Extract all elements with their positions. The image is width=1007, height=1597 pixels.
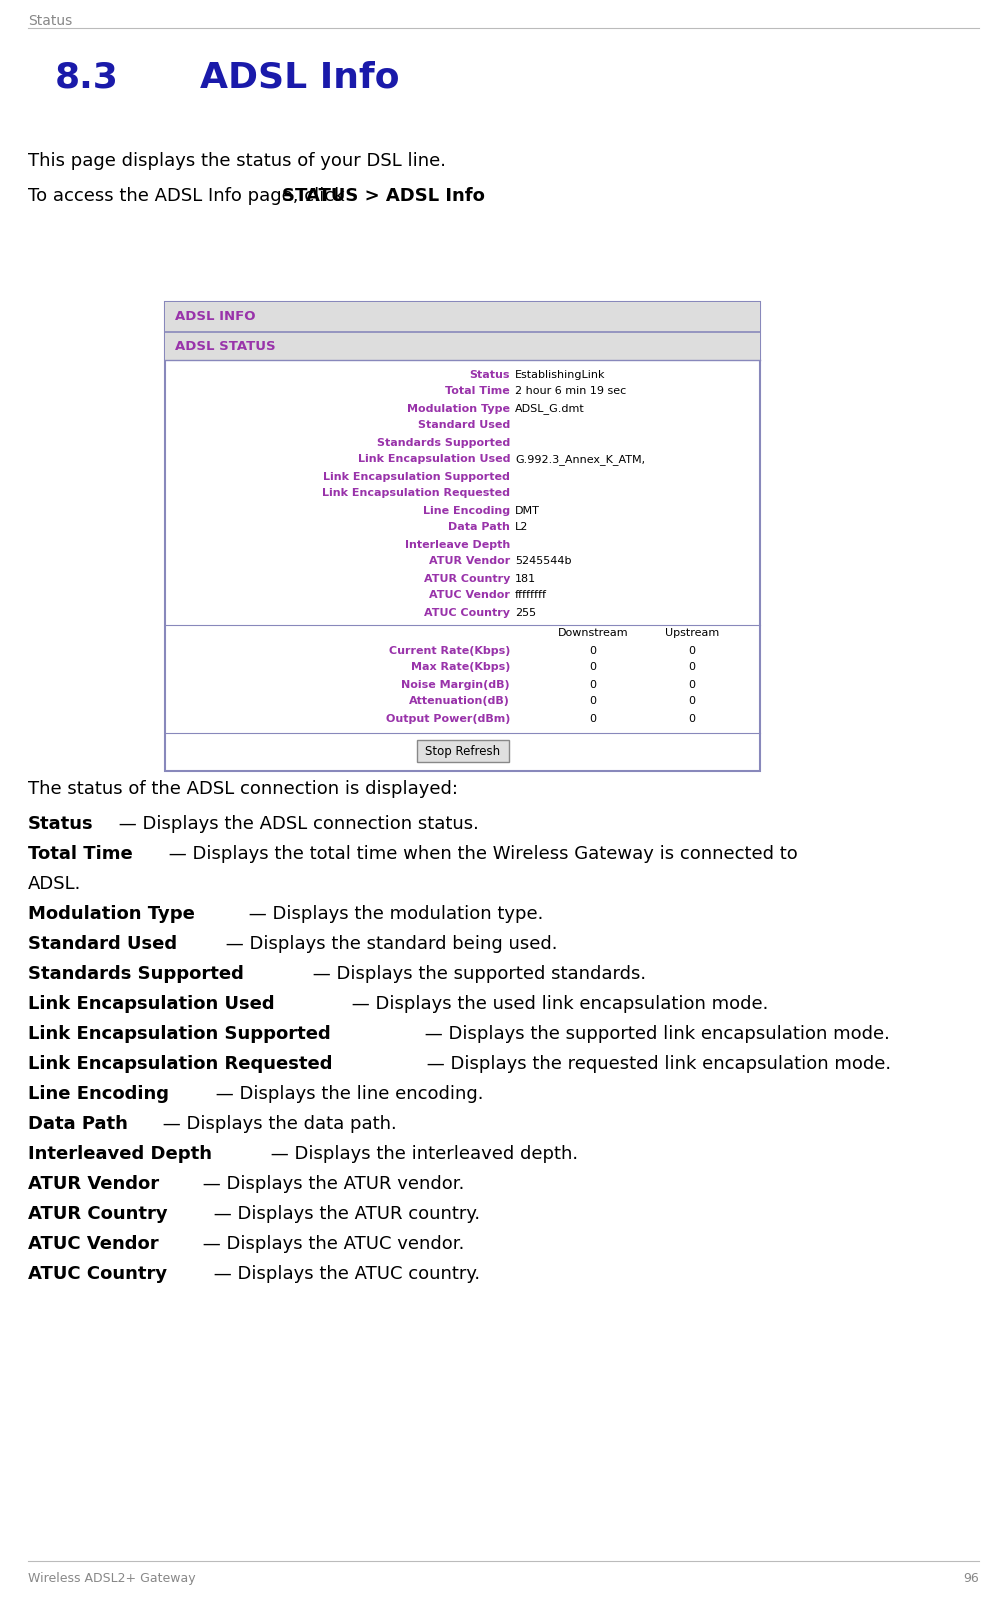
Text: To access the ADSL Info page, click: To access the ADSL Info page, click xyxy=(28,187,350,204)
Bar xyxy=(165,302,760,771)
Text: The status of the ADSL connection is displayed:: The status of the ADSL connection is dis… xyxy=(28,779,458,798)
Text: L2: L2 xyxy=(515,522,529,532)
Text: Noise Margin(dB): Noise Margin(dB) xyxy=(402,679,510,690)
Text: 5245544b: 5245544b xyxy=(515,556,572,567)
Text: DMT: DMT xyxy=(515,506,540,516)
Text: — Displays the total time when the Wireless Gateway is connected to: — Displays the total time when the Wirel… xyxy=(163,845,798,862)
Text: 0: 0 xyxy=(589,679,596,690)
Text: Standards Supported: Standards Supported xyxy=(28,965,244,984)
Text: 0: 0 xyxy=(689,696,696,706)
Text: 0: 0 xyxy=(589,696,596,706)
Text: — Displays the used link encapsulation mode.: — Displays the used link encapsulation m… xyxy=(346,995,768,1012)
Text: ATUR Vendor: ATUR Vendor xyxy=(429,556,510,567)
Text: Data Path: Data Path xyxy=(28,1115,128,1132)
Text: 0: 0 xyxy=(689,663,696,672)
Text: Link Encapsulation Used: Link Encapsulation Used xyxy=(28,995,275,1012)
Bar xyxy=(165,302,760,332)
Text: ATUC Country: ATUC Country xyxy=(28,1265,167,1282)
Text: — Displays the ADSL connection status.: — Displays the ADSL connection status. xyxy=(113,814,478,834)
Text: — Displays the interleaved depth.: — Displays the interleaved depth. xyxy=(266,1145,579,1163)
Text: ATUC Vendor: ATUC Vendor xyxy=(28,1234,159,1254)
Text: Stop Refresh: Stop Refresh xyxy=(425,744,500,757)
Text: — Displays the line encoding.: — Displays the line encoding. xyxy=(209,1084,483,1104)
Text: Line Encoding: Line Encoding xyxy=(28,1084,169,1104)
Text: Standards Supported: Standards Supported xyxy=(377,438,510,447)
Text: Link Encapsulation Requested: Link Encapsulation Requested xyxy=(322,489,510,498)
Text: Total Time: Total Time xyxy=(445,386,510,396)
Text: Total Time: Total Time xyxy=(28,845,133,862)
Text: Standard Used: Standard Used xyxy=(418,420,510,431)
Text: ADSL STATUS: ADSL STATUS xyxy=(175,340,276,353)
Text: STATUS > ADSL Info: STATUS > ADSL Info xyxy=(282,187,484,204)
Text: ATUR Country: ATUR Country xyxy=(28,1206,167,1223)
Text: G.992.3_Annex_K_ATM,: G.992.3_Annex_K_ATM, xyxy=(515,454,645,465)
Text: EstablishingLink: EstablishingLink xyxy=(515,369,605,380)
Text: 255: 255 xyxy=(515,607,536,618)
Text: — Displays the requested link encapsulation mode.: — Displays the requested link encapsulat… xyxy=(421,1056,891,1073)
Bar xyxy=(165,332,760,359)
Text: ADSL.: ADSL. xyxy=(28,875,82,893)
Text: Line Encoding: Line Encoding xyxy=(423,506,510,516)
Text: 2 hour 6 min 19 sec: 2 hour 6 min 19 sec xyxy=(515,386,626,396)
Text: This page displays the status of your DSL line.: This page displays the status of your DS… xyxy=(28,152,446,169)
Text: ADSL_G.dmt: ADSL_G.dmt xyxy=(515,402,585,414)
Text: ATUR Country: ATUR Country xyxy=(424,573,510,583)
Text: ATUC Vendor: ATUC Vendor xyxy=(429,591,510,600)
Text: 0: 0 xyxy=(589,714,596,723)
Text: Current Rate(Kbps): Current Rate(Kbps) xyxy=(389,645,510,655)
Text: — Displays the ATUC vendor.: — Displays the ATUC vendor. xyxy=(196,1234,464,1254)
Text: 0: 0 xyxy=(689,679,696,690)
Text: Status: Status xyxy=(28,814,94,834)
Text: — Displays the data path.: — Displays the data path. xyxy=(157,1115,397,1132)
Text: 0: 0 xyxy=(689,714,696,723)
Text: 96: 96 xyxy=(964,1571,979,1584)
Text: 0: 0 xyxy=(689,645,696,655)
Text: Link Encapsulation Used: Link Encapsulation Used xyxy=(357,455,510,465)
Text: — Displays the standard being used.: — Displays the standard being used. xyxy=(221,934,558,953)
Text: — Displays the modulation type.: — Displays the modulation type. xyxy=(244,905,544,923)
Text: Upstream: Upstream xyxy=(665,629,719,639)
FancyBboxPatch shape xyxy=(417,739,509,762)
Text: Modulation Type: Modulation Type xyxy=(407,404,510,414)
Text: Attenuation(dB): Attenuation(dB) xyxy=(409,696,510,706)
Text: Link Encapsulation Supported: Link Encapsulation Supported xyxy=(323,471,510,482)
Text: ADSL INFO: ADSL INFO xyxy=(175,310,256,324)
Text: — Displays the ATUR vendor.: — Displays the ATUR vendor. xyxy=(197,1175,464,1193)
Text: Standard Used: Standard Used xyxy=(28,934,177,953)
Text: Data Path: Data Path xyxy=(448,522,510,532)
Text: 181: 181 xyxy=(515,573,536,583)
Text: Link Encapsulation Supported: Link Encapsulation Supported xyxy=(28,1025,330,1043)
Text: ADSL Info: ADSL Info xyxy=(200,61,400,94)
Text: — Displays the supported link encapsulation mode.: — Displays the supported link encapsulat… xyxy=(419,1025,889,1043)
Text: ATUR Vendor: ATUR Vendor xyxy=(28,1175,159,1193)
Text: — Displays the ATUR country.: — Displays the ATUR country. xyxy=(208,1206,480,1223)
Text: Interleave Depth: Interleave Depth xyxy=(405,540,510,549)
Text: ffffffff: ffffffff xyxy=(515,591,547,600)
Text: Max Rate(Kbps): Max Rate(Kbps) xyxy=(411,663,510,672)
Text: Wireless ADSL2+ Gateway: Wireless ADSL2+ Gateway xyxy=(28,1571,195,1584)
Text: Output Power(dBm): Output Power(dBm) xyxy=(386,714,510,723)
Text: — Displays the ATUC country.: — Displays the ATUC country. xyxy=(207,1265,479,1282)
Text: .: . xyxy=(431,187,437,204)
Text: Status: Status xyxy=(469,369,510,380)
Text: Downstream: Downstream xyxy=(558,629,628,639)
Text: 0: 0 xyxy=(589,645,596,655)
Text: — Displays the supported standards.: — Displays the supported standards. xyxy=(306,965,645,984)
Text: Status: Status xyxy=(28,14,73,29)
Text: ATUC Country: ATUC Country xyxy=(424,607,510,618)
Text: 0: 0 xyxy=(589,663,596,672)
Text: 8.3: 8.3 xyxy=(55,61,119,94)
Text: Link Encapsulation Requested: Link Encapsulation Requested xyxy=(28,1056,332,1073)
Text: Modulation Type: Modulation Type xyxy=(28,905,195,923)
Text: Interleaved Depth: Interleaved Depth xyxy=(28,1145,212,1163)
